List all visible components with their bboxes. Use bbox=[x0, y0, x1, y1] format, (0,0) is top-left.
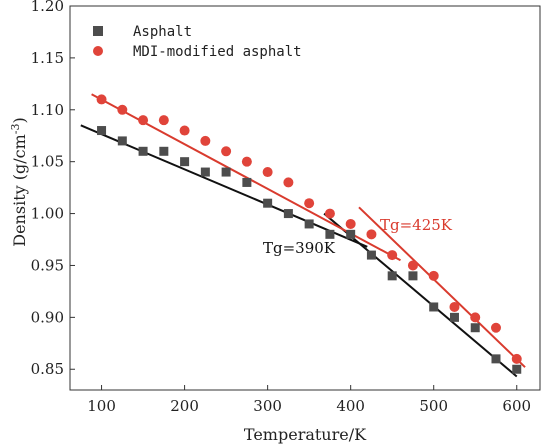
legend-label-asphalt: Asphalt bbox=[133, 24, 192, 40]
mdi-asphalt-point bbox=[366, 229, 377, 240]
annotation-tg-425: Tg=425K bbox=[380, 216, 453, 234]
asphalt-point bbox=[97, 126, 107, 136]
asphalt-point bbox=[242, 177, 252, 187]
mdi-asphalt-point bbox=[428, 270, 439, 281]
mdi-asphalt-point bbox=[158, 115, 169, 126]
x-tick-label: 300 bbox=[253, 397, 282, 415]
mdi-asphalt-point bbox=[490, 322, 501, 333]
mdi-asphalt-point bbox=[179, 125, 190, 136]
y-tick-label: 0.85 bbox=[31, 360, 64, 378]
x-tick-label: 500 bbox=[419, 397, 448, 415]
mdi-asphalt-point bbox=[283, 177, 294, 188]
mdi-asphalt-point bbox=[324, 208, 335, 219]
mdi-asphalt-point bbox=[200, 135, 211, 146]
y-tick-label: 1.00 bbox=[31, 205, 64, 223]
asphalt-point bbox=[263, 198, 273, 208]
mdi-asphalt-point bbox=[387, 250, 398, 261]
mdi-asphalt-point bbox=[117, 104, 128, 115]
plot-area bbox=[69, 5, 541, 391]
asphalt-point bbox=[346, 229, 356, 239]
asphalt-point bbox=[138, 146, 148, 156]
axis-ticks: 100 200 300 400 500 600 0.85 0.90 0.95 1.00 1.05 1.… bbox=[31, 0, 531, 415]
y-tick-label: 0.95 bbox=[31, 256, 64, 274]
asphalt-point bbox=[491, 354, 501, 364]
y-tick-label: 1.05 bbox=[31, 153, 64, 171]
mdi-asphalt-point bbox=[304, 198, 315, 209]
mdi-asphalt-point bbox=[345, 218, 356, 229]
asphalt-point bbox=[180, 157, 190, 167]
y-axis-title-prefix: Density (g/cm bbox=[10, 134, 29, 247]
asphalt-point bbox=[117, 136, 127, 146]
asphalt-point bbox=[159, 146, 169, 156]
y-axis-title-suffix: ) bbox=[10, 117, 29, 123]
mdi-asphalt-point bbox=[407, 260, 418, 271]
mdi-asphalt-point bbox=[221, 146, 232, 157]
annotation-tg-390: Tg=390K bbox=[263, 239, 336, 257]
asphalt-point bbox=[449, 312, 459, 322]
asphalt-point bbox=[283, 209, 293, 219]
y-tick-label: 1.20 bbox=[31, 0, 64, 15]
y-tick-label: 1.15 bbox=[31, 49, 64, 67]
mdi-asphalt-point bbox=[449, 301, 460, 312]
y-tick-label: 1.10 bbox=[31, 101, 64, 119]
asphalt-point bbox=[200, 167, 210, 177]
plot-frame bbox=[69, 5, 541, 391]
fit-line bbox=[80, 124, 368, 248]
asphalt-point bbox=[304, 219, 314, 229]
x-axis-title: Temperature/K bbox=[244, 425, 367, 444]
legend-label-mdi: MDI-modified asphalt bbox=[133, 44, 302, 60]
x-tick-label: 600 bbox=[502, 397, 531, 415]
asphalt-point bbox=[221, 167, 231, 177]
asphalt-point bbox=[429, 302, 439, 312]
asphalt-point bbox=[325, 229, 335, 239]
asphalt-point bbox=[408, 271, 418, 281]
legend-marker-asphalt bbox=[93, 26, 103, 36]
mdi-asphalt-point bbox=[511, 353, 522, 364]
asphalt-point bbox=[366, 250, 376, 260]
legend: Asphalt MDI-modified asphalt bbox=[93, 24, 302, 60]
asphalt-point bbox=[512, 364, 522, 374]
x-tick-label: 200 bbox=[170, 397, 199, 415]
x-tick-label: 100 bbox=[87, 397, 116, 415]
legend-marker-mdi bbox=[93, 46, 103, 56]
mdi-asphalt-point bbox=[96, 94, 107, 105]
fit-line bbox=[323, 212, 518, 378]
fit-lines bbox=[80, 93, 526, 378]
fit-line bbox=[358, 206, 526, 368]
asphalt-point bbox=[470, 323, 480, 333]
mdi-asphalt-point bbox=[262, 167, 273, 178]
asphalt-point bbox=[387, 271, 397, 281]
y-axis-title-sup: -3 bbox=[9, 124, 22, 135]
y-tick-label: 0.90 bbox=[31, 308, 64, 326]
mdi-asphalt-point bbox=[138, 115, 149, 126]
y-axis-title: Density (g/cm-3) bbox=[9, 117, 30, 246]
mdi-asphalt-point bbox=[470, 312, 481, 323]
x-tick-label: 400 bbox=[336, 397, 365, 415]
data-points bbox=[96, 94, 522, 374]
mdi-asphalt-point bbox=[241, 156, 252, 167]
